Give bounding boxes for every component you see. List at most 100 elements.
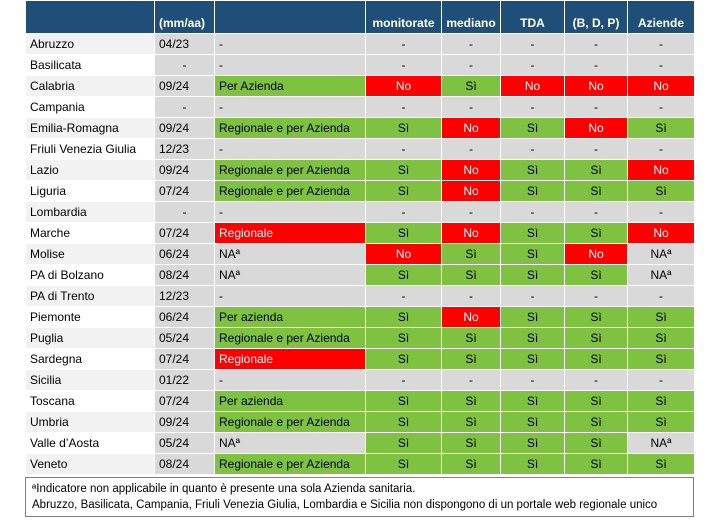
table-row: Molise 06/24 NAª No Sì Sì No NAª xyxy=(25,243,695,265)
table-row: Liguria 07/24 Regionale e per Azienda Sì No S… xyxy=(25,180,695,202)
update-date: - xyxy=(154,54,215,76)
indicator-cell: - xyxy=(441,96,501,118)
indicator-cell: - xyxy=(365,54,442,76)
table-header-row: (mm/aa) monitorate mediano TDA (B, D, P)… xyxy=(25,0,695,34)
header-region xyxy=(25,0,155,34)
indicator-cell: Sì xyxy=(500,264,565,286)
regional-monitoring-table: (mm/aa) monitorate mediano TDA (B, D, P)… xyxy=(25,0,695,475)
indicator-cell: Sì xyxy=(365,432,442,454)
portal-type: Regionale e per Azienda xyxy=(214,411,366,433)
table-row: Lombardia - - - - - - - xyxy=(25,201,695,223)
region-name: Puglia xyxy=(25,327,155,349)
table-row: Umbria 09/24 Regionale e per Azienda Sì Sì Sì… xyxy=(25,411,695,433)
update-date: - xyxy=(154,96,215,118)
header-tda: TDA xyxy=(500,0,565,34)
portal-type: Per Azienda xyxy=(214,75,366,97)
table-container: (mm/aa) monitorate mediano TDA (B, D, P)… xyxy=(25,0,695,517)
update-date: 08/24 xyxy=(154,453,215,475)
update-date: 07/24 xyxy=(154,180,215,202)
indicator-cell: Sì xyxy=(500,432,565,454)
indicator-cell: No xyxy=(627,222,695,244)
indicator-cell: - xyxy=(500,33,565,55)
indicator-cell: Sì xyxy=(627,411,695,433)
table-row: Toscana 07/24 Per azienda Sì Sì Sì Sì Sì xyxy=(25,390,695,412)
update-date: 07/24 xyxy=(154,348,215,370)
indicator-cell: NAª xyxy=(627,243,695,265)
indicator-cell: Sì xyxy=(564,348,628,370)
region-name: Molise xyxy=(25,243,155,265)
indicator-cell: No xyxy=(365,75,442,97)
portal-type: Per azienda xyxy=(214,306,366,328)
indicator-cell: Sì xyxy=(564,390,628,412)
indicator-cell: - xyxy=(441,201,501,223)
portal-type: Per azienda xyxy=(214,390,366,412)
indicator-cell: - xyxy=(365,138,442,160)
indicator-cell: Sì xyxy=(564,411,628,433)
indicator-cell: - xyxy=(564,33,628,55)
update-date: 04/23 xyxy=(154,33,215,55)
region-name: Friuli Venezia Giulia xyxy=(25,138,155,160)
region-name: Piemonte xyxy=(25,306,155,328)
table-row: Calabria 09/24 Per Azienda No Sì No No No xyxy=(25,75,695,97)
indicator-cell: No xyxy=(441,222,501,244)
indicator-cell: Sì xyxy=(441,453,501,475)
table-row: Basilicata - - - - - - - xyxy=(25,54,695,76)
region-name: PA di Trento xyxy=(25,285,155,307)
header-mediano: mediano xyxy=(441,0,501,34)
indicator-cell: Sì xyxy=(500,411,565,433)
update-date: 06/24 xyxy=(154,306,215,328)
indicator-cell: - xyxy=(564,96,628,118)
table-row: Campania - - - - - - - xyxy=(25,96,695,118)
indicator-cell: Sì xyxy=(564,432,628,454)
portal-type: - xyxy=(214,33,366,55)
update-date: 09/24 xyxy=(154,411,215,433)
region-name: Sardegna xyxy=(25,348,155,370)
indicator-cell: - xyxy=(365,33,442,55)
indicator-cell: - xyxy=(500,285,565,307)
indicator-cell: - xyxy=(365,201,442,223)
indicator-cell: Sì xyxy=(564,159,628,181)
indicator-cell: Sì xyxy=(627,327,695,349)
indicator-cell: - xyxy=(564,54,628,76)
indicator-cell: Sì xyxy=(627,180,695,202)
indicator-cell: - xyxy=(441,54,501,76)
region-name: Campania xyxy=(25,96,155,118)
header-monitorate: monitorate xyxy=(365,0,442,34)
indicator-cell: Sì xyxy=(441,327,501,349)
indicator-cell: Sì xyxy=(441,243,501,265)
indicator-cell: Sì xyxy=(365,327,442,349)
header-portal xyxy=(214,0,366,34)
header-aziende: Aziende xyxy=(627,0,695,34)
indicator-cell: Sì xyxy=(441,390,501,412)
update-date: 05/24 xyxy=(154,327,215,349)
indicator-cell: - xyxy=(500,54,565,76)
portal-type: - xyxy=(214,54,366,76)
indicator-cell: Sì xyxy=(365,159,442,181)
indicator-cell: Sì xyxy=(500,243,565,265)
indicator-cell: Sì xyxy=(627,306,695,328)
indicator-cell: - xyxy=(564,138,628,160)
update-date: 12/23 xyxy=(154,138,215,160)
indicator-cell: Sì xyxy=(500,306,565,328)
table-row: Puglia 05/24 Regionale e per Azienda Sì Sì Sì… xyxy=(25,327,695,349)
indicator-cell: No xyxy=(500,75,565,97)
indicator-cell: - xyxy=(365,96,442,118)
indicator-cell: No xyxy=(564,75,628,97)
portal-type: - xyxy=(214,285,366,307)
table-row: Sardegna 07/24 Regionale Sì Sì Sì Sì Sì xyxy=(25,348,695,370)
table-row: Abruzzo 04/23- - - - - - xyxy=(25,33,695,55)
header-date: (mm/aa) xyxy=(154,0,215,34)
indicator-cell: NAª xyxy=(627,264,695,286)
indicator-cell: No xyxy=(627,75,695,97)
portal-type: NAª xyxy=(214,243,366,265)
indicator-cell: - xyxy=(627,201,695,223)
indicator-cell: Sì xyxy=(365,348,442,370)
update-date: 07/24 xyxy=(154,390,215,412)
indicator-cell: - xyxy=(627,369,695,391)
indicator-cell: NAª xyxy=(627,432,695,454)
indicator-cell: Sì xyxy=(500,117,565,139)
indicator-cell: - xyxy=(627,285,695,307)
indicator-cell: Sì xyxy=(500,348,565,370)
indicator-cell: Sì xyxy=(564,180,628,202)
update-date: 09/24 xyxy=(154,75,215,97)
